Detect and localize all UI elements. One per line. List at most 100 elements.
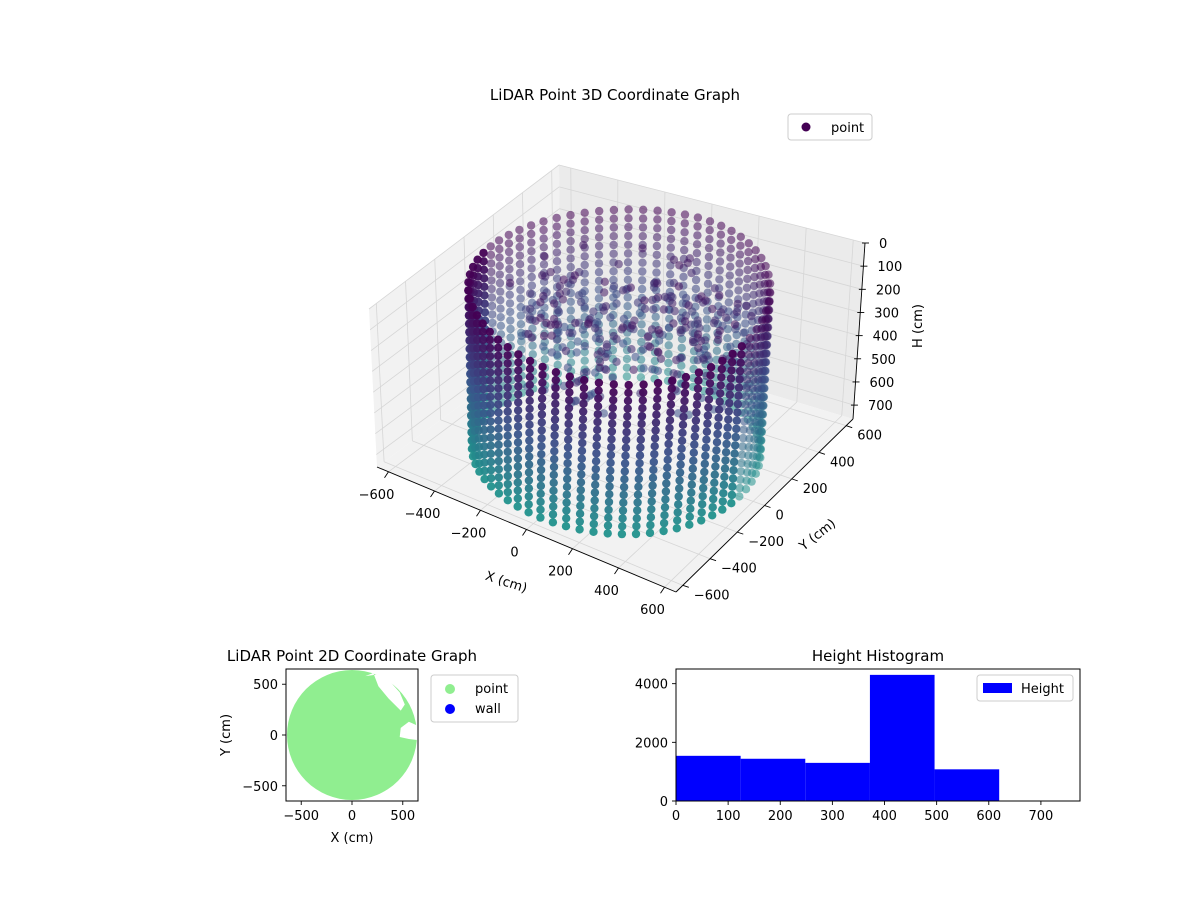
x-tick-label: 400: [594, 584, 619, 599]
point-3d: [552, 231, 561, 240]
point-3d: [525, 304, 535, 313]
point-3d: [548, 518, 558, 527]
point-3d: [538, 362, 547, 372]
chart-3d: LiDAR Point 3D Coordinate Graph −600 −400…: [359, 86, 926, 618]
point-3d: [705, 387, 714, 396]
chart-2d: LiDAR Point 2D Coordinate Graph −500 0 500…: [219, 647, 519, 846]
point-3d: [590, 496, 599, 505]
point-3d: [591, 480, 600, 489]
point-3d: [659, 526, 668, 536]
point-3d: [609, 240, 618, 250]
point-3d: [633, 506, 642, 515]
point-3d: [513, 406, 523, 415]
point-3d: [726, 253, 735, 262]
point-3d: [664, 350, 673, 359]
point-3d: [609, 331, 618, 341]
point-3d: [480, 458, 489, 467]
point-3d: [486, 465, 496, 475]
point-3d: [727, 490, 737, 500]
point-3d: [648, 473, 658, 482]
point-3d: [722, 439, 731, 449]
point-3d: [693, 316, 702, 325]
x-tick: [522, 529, 527, 536]
point-3d: [675, 476, 684, 485]
point-3d: [686, 496, 695, 505]
point-3d: [503, 367, 512, 376]
point-3d: [537, 426, 546, 435]
z-tick-label: 100: [877, 260, 902, 275]
z-tick-label: 500: [871, 353, 896, 368]
point-3d: [705, 235, 714, 244]
point-3d: [694, 343, 703, 353]
point-3d: [525, 396, 534, 405]
point-3d: [727, 499, 736, 508]
point-3d: [515, 260, 525, 269]
y-tick-label: 600: [857, 429, 882, 444]
point-3d: [608, 419, 617, 428]
point-3d: [701, 451, 710, 461]
point-3d: [624, 205, 633, 214]
point-3d: [513, 470, 523, 479]
point-3d: [514, 358, 523, 367]
point-3d: [622, 354, 632, 364]
point-3d: [538, 370, 547, 380]
point-3d: [595, 206, 604, 216]
point-3d: [552, 274, 562, 283]
point-3d: [601, 302, 611, 311]
point-3d: [711, 462, 720, 471]
point-3d: [604, 513, 613, 522]
point-3d: [733, 408, 742, 417]
point-3d: [646, 342, 655, 352]
point-3d: [503, 399, 512, 408]
point-3d: [716, 381, 725, 390]
point-3d: [654, 326, 663, 335]
point-3d: [720, 472, 729, 481]
point-3d: [735, 366, 745, 376]
point-3d: [496, 313, 505, 322]
point-3d: [576, 501, 585, 511]
y-tick: [818, 451, 826, 455]
point-3d: [600, 288, 609, 297]
point-3d: [495, 253, 504, 262]
point-3d: [566, 262, 575, 272]
point-3d: [745, 342, 754, 351]
grid-left-y: [375, 303, 385, 462]
point-3d: [494, 384, 503, 393]
point-3d: [562, 506, 571, 515]
x-tick: [476, 510, 481, 517]
point-3d: [580, 208, 589, 217]
point-3d: [563, 363, 573, 372]
point-3d: [514, 382, 523, 391]
point-3d: [564, 403, 574, 413]
point-3d: [619, 339, 628, 348]
point-3d: [608, 403, 617, 413]
point-3d: [652, 250, 661, 260]
x-tick-label-2d: 500: [390, 809, 415, 824]
point-3d: [699, 475, 708, 485]
point-3d: [575, 525, 584, 534]
point-3d: [654, 336, 664, 345]
point-3d: [594, 394, 603, 403]
point-3d: [702, 435, 711, 444]
point-3d: [603, 521, 613, 530]
pane-back: [559, 165, 865, 419]
point-3d: [734, 286, 743, 295]
point-3d: [640, 296, 649, 305]
point-3d: [515, 251, 524, 260]
point-3d: [547, 348, 556, 357]
point-3d: [761, 261, 770, 271]
point-3d: [667, 384, 676, 393]
point-3d: [564, 411, 573, 421]
point-3d: [623, 275, 633, 284]
point-3d: [550, 423, 559, 432]
point-3d: [538, 378, 547, 387]
point-3d: [653, 215, 662, 224]
point-3d: [623, 404, 632, 413]
point-3d: [622, 435, 631, 445]
point-3d: [465, 270, 475, 279]
point-3d: [550, 415, 560, 424]
histogram-x-tick-label: 700: [1028, 809, 1053, 824]
point-3d: [550, 447, 559, 456]
point-3d: [726, 374, 736, 383]
point-3d: [710, 470, 719, 479]
